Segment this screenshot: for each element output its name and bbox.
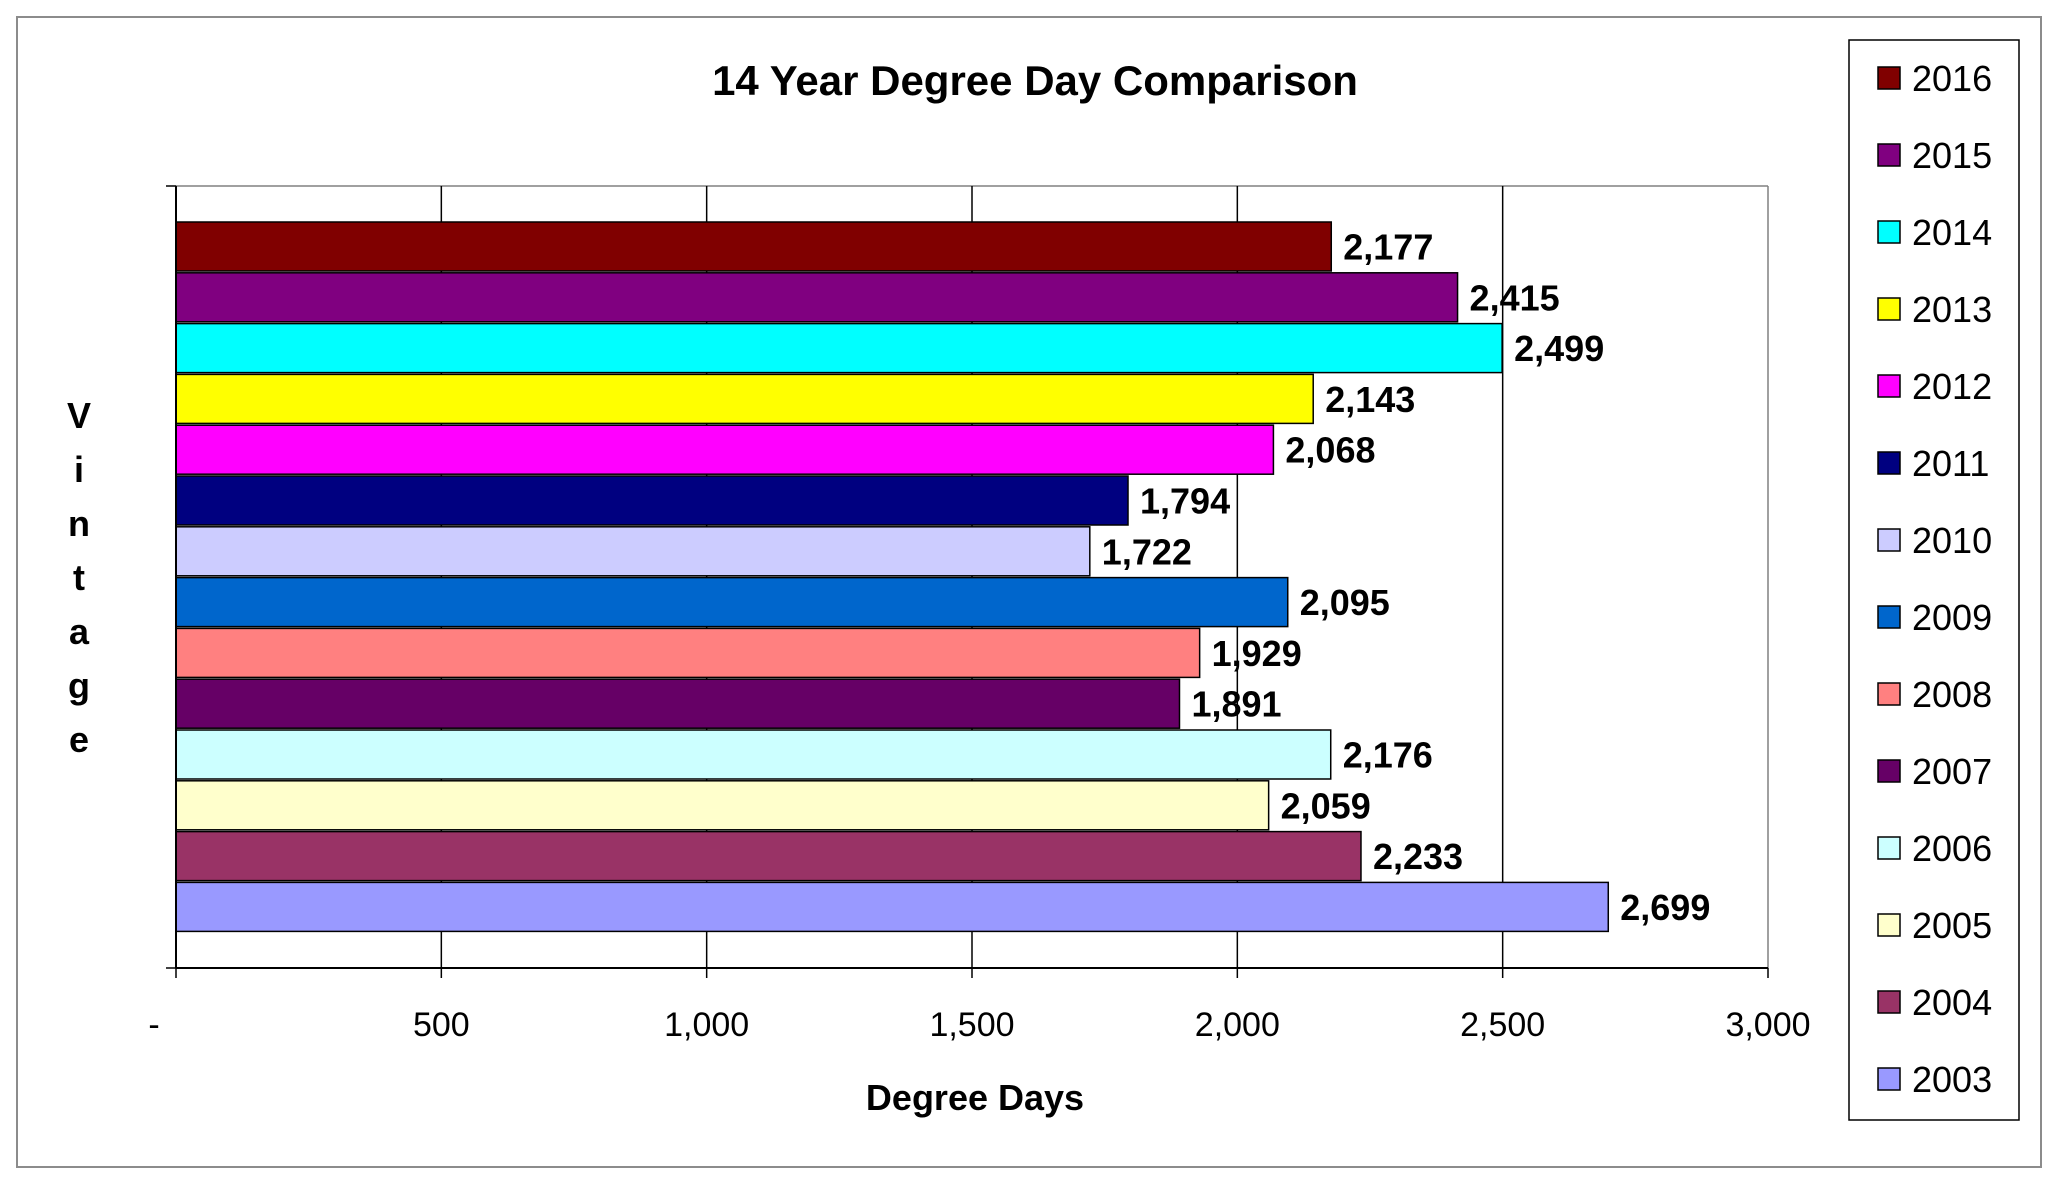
data-labels: 2,177 2,415 2,499 2,143 2,068 1,794 1,722 2,095… (1102, 227, 1711, 928)
bar-2007 (175, 678, 1181, 729)
x-tick-label: 3,000 (1725, 1006, 1810, 1044)
data-label-2005: 2,059 (1281, 785, 1371, 826)
x-tick-label: 2,000 (1195, 1006, 1280, 1044)
legend-label: 2012 (1912, 366, 1992, 407)
legend-label: 2008 (1912, 674, 1992, 715)
x-tick-label: 2,500 (1460, 1006, 1545, 1044)
legend-item-2009: 2009 (1877, 597, 1992, 638)
legend-item-2006: 2006 (1877, 828, 1992, 869)
legend-item-2016: 2016 (1877, 58, 1992, 99)
legend-item-2014: 2014 (1877, 212, 1992, 253)
y-axis-title-letter: n (68, 503, 90, 544)
legend-label: 2006 (1912, 828, 1992, 869)
bar-2006 (175, 729, 1332, 780)
data-label-2014: 2,499 (1514, 328, 1604, 369)
chart-title: 14 Year Degree Day Comparison (712, 57, 1358, 104)
bar-2003 (175, 881, 1610, 933)
legend-item-2005: 2005 (1877, 905, 1992, 946)
legend-label: 2007 (1912, 751, 1992, 792)
data-label-2009: 2,095 (1300, 582, 1390, 623)
y-axis-title-letter: i (74, 449, 84, 490)
axes (166, 185, 1769, 978)
legend: 2016 2015 2014 2013 2012 2011 2010 2009 2008 2007… (1848, 39, 2020, 1121)
y-axis-title-letter: a (69, 611, 90, 652)
y-axis-title-letter: V (67, 395, 91, 436)
data-label-2012: 2,068 (1285, 430, 1375, 471)
x-tick-label: 500 (413, 1006, 470, 1044)
data-label-2008: 1,929 (1212, 633, 1302, 674)
legend-swatch (1877, 66, 1901, 90)
legend-label: 2005 (1912, 905, 1992, 946)
legend-swatch (1877, 913, 1901, 937)
legend-item-2008: 2008 (1877, 674, 1992, 715)
bar-2013 (175, 373, 1314, 425)
legend-label: 2015 (1912, 135, 1992, 176)
legend-item-2011: 2011 (1877, 443, 1989, 484)
x-tick-label: 1,500 (929, 1006, 1014, 1044)
bar-2011 (175, 475, 1129, 526)
data-label-2003: 2,699 (1620, 887, 1710, 928)
bar-2004 (175, 830, 1362, 882)
data-label-2016: 2,177 (1343, 227, 1433, 268)
legend-swatch (1877, 605, 1901, 629)
legend-swatch (1877, 220, 1901, 244)
data-label-2013: 2,143 (1325, 379, 1415, 420)
legend-item-2007: 2007 (1877, 751, 1992, 792)
legend-label: 2011 (1912, 443, 1989, 484)
bar-2012 (175, 424, 1275, 475)
legend-items: 2016 2015 2014 2013 2012 2011 2010 2009 2008 2007… (1877, 58, 1992, 1100)
legend-item-2013: 2013 (1877, 289, 1992, 330)
legend-label: 2014 (1912, 212, 1992, 253)
bar-2014 (175, 322, 1503, 374)
y-axis-title-letter: e (69, 719, 89, 760)
data-label-2007: 1,891 (1191, 684, 1281, 725)
data-label-2010: 1,722 (1102, 531, 1192, 572)
bar-2015 (175, 272, 1459, 323)
legend-label: 2010 (1912, 520, 1992, 561)
legend-item-2003: 2003 (1877, 1059, 1992, 1100)
data-label-2011: 1,794 (1140, 481, 1230, 522)
legend-label: 2009 (1912, 597, 1992, 638)
legend-label: 2016 (1912, 58, 1992, 99)
legend-item-2015: 2015 (1877, 135, 1992, 176)
bar-2008 (175, 627, 1201, 679)
legend-swatch (1877, 451, 1901, 475)
legend-box (1848, 39, 2020, 1121)
legend-swatch (1877, 143, 1901, 167)
legend-swatch (1877, 759, 1901, 783)
legend-swatch (1877, 1067, 1901, 1091)
legend-label: 2004 (1912, 982, 1992, 1023)
bar-2005 (175, 780, 1270, 831)
legend-item-2004: 2004 (1877, 982, 1992, 1023)
x-tick-labels: - 500 1,000 1,500 2,000 2,500 3,000 (148, 1006, 1810, 1044)
data-label-2004: 2,233 (1373, 836, 1463, 877)
legend-label: 2003 (1912, 1059, 1992, 1100)
legend-label: 2013 (1912, 289, 1992, 330)
bar-2009 (175, 576, 1289, 628)
bar-2016 (175, 221, 1333, 272)
x-tick-label: 1,000 (664, 1006, 749, 1044)
legend-swatch (1877, 528, 1901, 552)
bars (175, 221, 1610, 933)
x-tick-label: - (148, 1006, 159, 1044)
legend-swatch (1877, 836, 1901, 860)
legend-swatch (1877, 682, 1901, 706)
legend-item-2010: 2010 (1877, 520, 1992, 561)
y-axis-title-letter: g (68, 665, 90, 706)
data-label-2006: 2,176 (1343, 735, 1433, 776)
legend-swatch (1877, 297, 1901, 321)
legend-swatch (1877, 990, 1901, 1014)
x-axis-title: Degree Days (866, 1077, 1084, 1118)
legend-swatch (1877, 374, 1901, 398)
data-label-2015: 2,415 (1470, 277, 1560, 318)
y-axis-title-letter: t (73, 557, 85, 598)
bar-2010 (175, 526, 1091, 577)
legend-item-2012: 2012 (1877, 366, 1992, 407)
